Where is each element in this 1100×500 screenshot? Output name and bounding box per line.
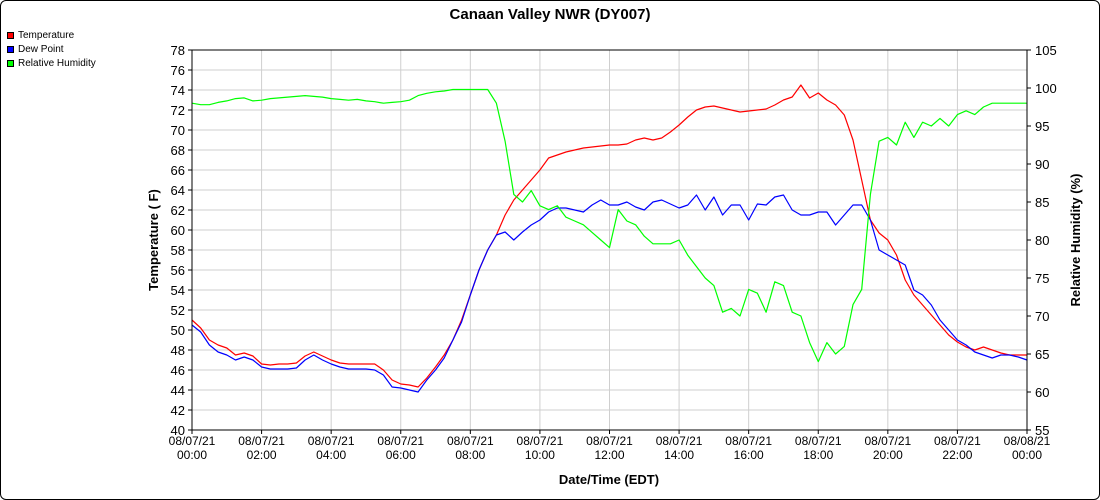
grid <box>191 49 1028 431</box>
y2-tick-label: 75 <box>1035 271 1049 286</box>
x-tick-time: 06:00 <box>386 448 416 462</box>
y-tick-label: 50 <box>171 323 185 338</box>
x-tick-time: 14:00 <box>664 448 694 462</box>
x-tick-date: 08/07/21 <box>447 434 494 448</box>
x-tick-time: 02:00 <box>247 448 277 462</box>
y-tick-label: 46 <box>171 363 185 378</box>
y2-axis-ticks: 55 60 65 70 75 80 85 90 95 100 105 <box>1027 43 1057 438</box>
x-tick-date: 08/07/21 <box>238 434 285 448</box>
y2-tick-label: 55 <box>1035 423 1049 438</box>
y-tick-label: 72 <box>171 103 185 118</box>
legend-label-temperature: Temperature <box>18 29 75 41</box>
x-tick-time: 20:00 <box>873 448 903 462</box>
y-tick-label: 44 <box>171 383 185 398</box>
x-tick-time: 22:00 <box>942 448 972 462</box>
y-tick-label: 70 <box>171 123 185 138</box>
x-tick-date: 08/07/21 <box>169 434 216 448</box>
y2-tick-label: 60 <box>1035 385 1049 400</box>
y-axis-ticks: 40 42 44 46 48 50 52 54 56 58 60 62 64 66 68 70 72 74 76 78 <box>171 43 192 438</box>
y2-tick-label: 70 <box>1035 309 1049 324</box>
x-tick-date: 08/07/21 <box>864 434 911 448</box>
y2-axis-title: Relative Humidity (%) <box>1068 174 1083 307</box>
y-tick-label: 66 <box>171 163 185 178</box>
legend-label-relative-humidity: Relative Humidity <box>18 57 96 69</box>
x-tick-date: 08/07/21 <box>656 434 703 448</box>
y2-tick-label: 100 <box>1035 81 1057 96</box>
y-tick-label: 60 <box>171 223 185 238</box>
x-tick-time: 16:00 <box>734 448 764 462</box>
x-tick-time: 10:00 <box>525 448 555 462</box>
y2-tick-label: 95 <box>1035 119 1049 134</box>
y-tick-label: 42 <box>171 403 185 418</box>
y2-tick-label: 85 <box>1035 195 1049 210</box>
legend-item-relative-humidity: Relative Humidity <box>7 56 96 70</box>
x-tick-date: 08/08/21 <box>1004 434 1051 448</box>
legend-swatch-temperature <box>7 31 14 39</box>
x-tick-date: 08/07/21 <box>377 434 424 448</box>
series-line-temperature <box>191 84 1027 388</box>
legend-swatch-relative-humidity <box>7 59 14 67</box>
y-tick-label: 62 <box>171 203 185 218</box>
legend-item-dew-point: Dew Point <box>7 42 96 56</box>
x-tick-time: 08:00 <box>455 448 485 462</box>
y-tick-label: 58 <box>171 243 185 258</box>
y2-tick-label: 65 <box>1035 347 1049 362</box>
y-tick-label: 40 <box>171 423 185 438</box>
x-tick-time: 12:00 <box>594 448 624 462</box>
legend-label-dew-point: Dew Point <box>18 43 64 55</box>
x-tick-date: 08/07/21 <box>308 434 355 448</box>
y-tick-label: 64 <box>171 183 185 198</box>
x-tick-time: 00:00 <box>177 448 207 462</box>
x-tick-date: 08/07/21 <box>795 434 842 448</box>
y-tick-label: 76 <box>171 63 185 78</box>
y-tick-label: 48 <box>171 343 185 358</box>
y-tick-label: 56 <box>171 263 185 278</box>
series-group <box>191 84 1028 393</box>
series-line-relative-humidity <box>191 88 1027 363</box>
x-tick-date: 08/07/21 <box>586 434 633 448</box>
y2-tick-label: 90 <box>1035 157 1049 172</box>
x-axis-ticks: 08/07/2100:0008/07/2102:0008/07/2104:000… <box>169 430 1051 462</box>
y-tick-label: 68 <box>171 143 185 158</box>
x-tick-time: 00:00 <box>1012 448 1042 462</box>
y-tick-label: 52 <box>171 303 185 318</box>
legend: Temperature Dew Point Relative Humidity <box>7 28 96 70</box>
y-axis-title: Temperature ( F) <box>146 189 161 291</box>
x-tick-time: 18:00 <box>803 448 833 462</box>
x-axis-title: Date/Time (EDT) <box>559 472 659 487</box>
series-line-dew-point <box>191 194 1028 393</box>
y-tick-label: 74 <box>171 83 185 98</box>
chart-title: Canaan Valley NWR (DY007) <box>450 6 651 23</box>
y2-tick-label: 105 <box>1035 43 1057 58</box>
plot-area-border <box>191 49 1028 431</box>
x-tick-date: 08/07/21 <box>517 434 564 448</box>
y-tick-label: 54 <box>171 283 185 298</box>
legend-swatch-dew-point <box>7 45 14 53</box>
y-tick-label: 78 <box>171 43 185 58</box>
x-tick-time: 04:00 <box>316 448 346 462</box>
x-tick-date: 08/07/21 <box>725 434 772 448</box>
legend-item-temperature: Temperature <box>7 28 96 42</box>
y2-tick-label: 80 <box>1035 233 1049 248</box>
x-tick-date: 08/07/21 <box>934 434 981 448</box>
